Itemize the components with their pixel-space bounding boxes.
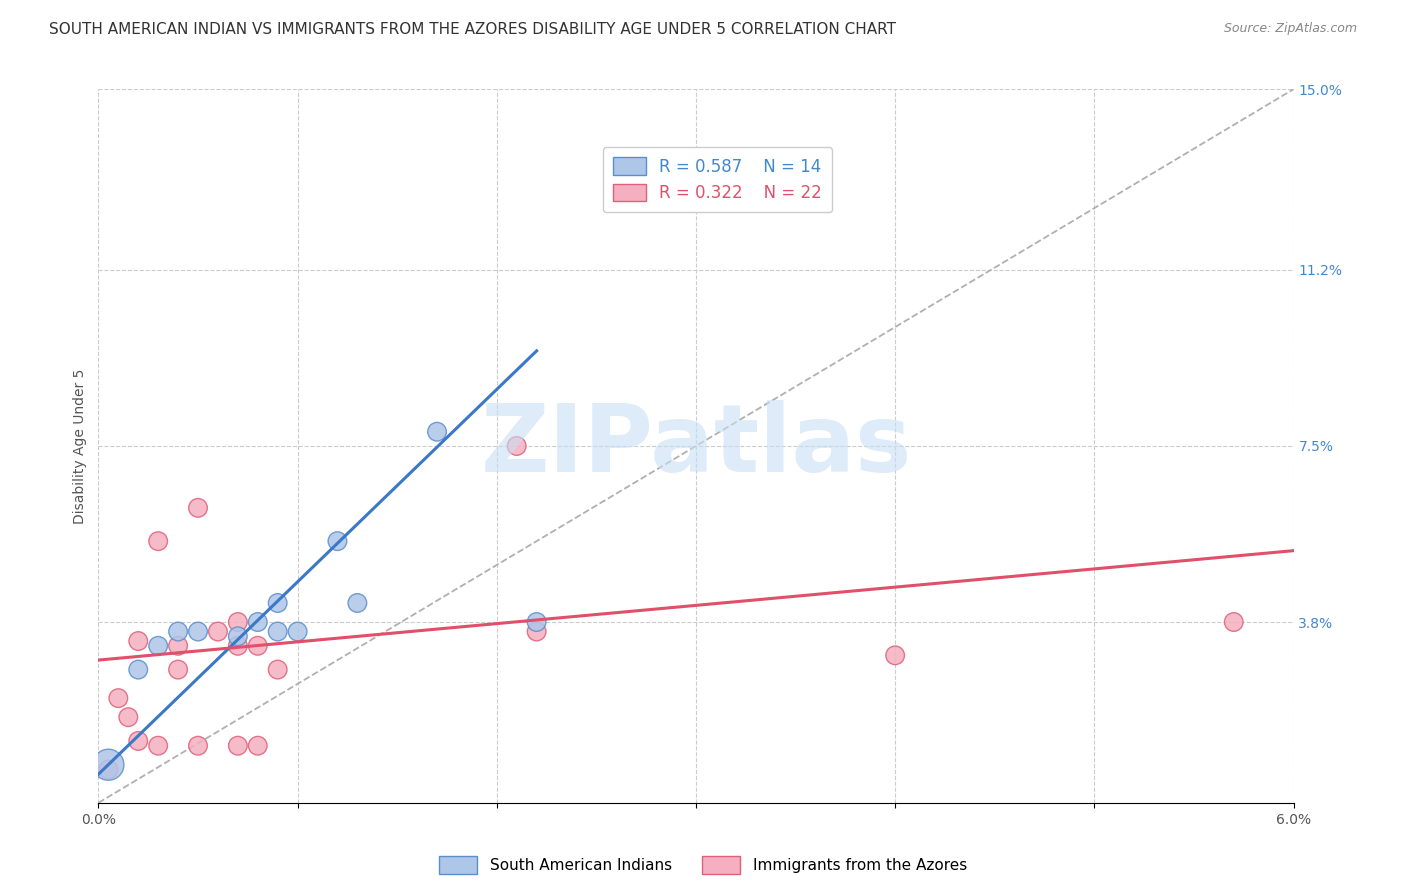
Point (326, 534, 349, 549)
Point (226, 629, 249, 643)
Point (246, 639, 269, 653)
Point (226, 739, 249, 753)
Point (287, 624, 309, 639)
Point (426, 425, 449, 439)
Point (107, 691, 129, 706)
Point (246, 739, 269, 753)
Legend: R = 0.587    N = 14, R = 0.322    N = 22: R = 0.587 N = 14, R = 0.322 N = 22 (603, 147, 832, 212)
Point (226, 639, 249, 653)
Point (884, 648, 907, 663)
Point (526, 624, 548, 639)
Point (127, 634, 149, 648)
Text: ZIPatlas: ZIPatlas (481, 400, 911, 492)
Point (97, 757, 120, 772)
Point (167, 663, 190, 677)
Point (267, 596, 290, 610)
Text: Source: ZipAtlas.com: Source: ZipAtlas.com (1223, 22, 1357, 36)
Point (226, 615, 249, 629)
Point (117, 710, 139, 724)
Point (167, 624, 190, 639)
Point (246, 615, 269, 629)
Point (1223, 615, 1246, 629)
Point (148, 739, 170, 753)
Point (267, 624, 290, 639)
Point (187, 624, 209, 639)
Point (148, 534, 170, 549)
Text: SOUTH AMERICAN INDIAN VS IMMIGRANTS FROM THE AZORES DISABILITY AGE UNDER 5 CORRE: SOUTH AMERICAN INDIAN VS IMMIGRANTS FROM… (49, 22, 896, 37)
Legend: South American Indians, Immigrants from the Azores: South American Indians, Immigrants from … (433, 850, 973, 880)
Point (187, 739, 209, 753)
Point (148, 639, 170, 653)
Point (187, 500, 209, 515)
Point (267, 663, 290, 677)
Point (506, 439, 529, 453)
Point (526, 615, 548, 629)
Point (207, 624, 229, 639)
Point (167, 639, 190, 653)
Point (97, 763, 120, 777)
Point (346, 596, 368, 610)
Point (127, 663, 149, 677)
Y-axis label: Disability Age Under 5: Disability Age Under 5 (73, 368, 87, 524)
Point (127, 734, 149, 748)
